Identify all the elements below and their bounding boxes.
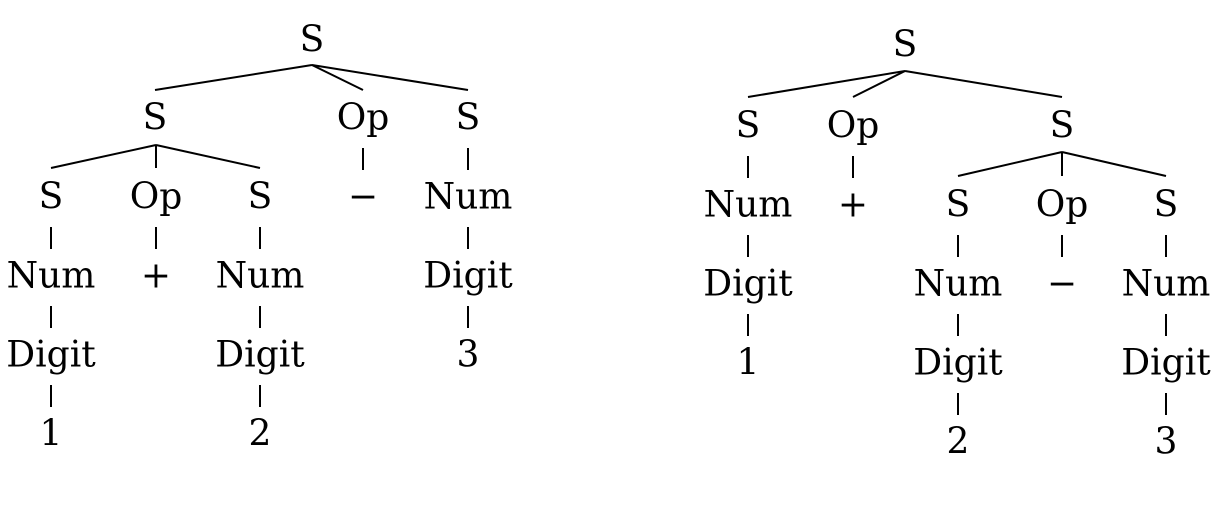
tree-node-digit: Digit <box>703 264 793 305</box>
tree-node-s: S <box>1050 106 1075 147</box>
tree-node-s: S <box>736 106 761 147</box>
tree-node-op: Op <box>337 98 390 139</box>
tree-node-num: Num <box>704 185 793 226</box>
tree-edge <box>155 144 261 169</box>
tree-node-2: 2 <box>249 414 272 455</box>
tree-node-digit: Digit <box>6 335 96 376</box>
tree-node-digit: Digit <box>1121 343 1211 384</box>
tree-edge <box>904 70 1063 98</box>
tree-node-s: S <box>143 98 168 139</box>
tree-node-op: Op <box>827 106 880 147</box>
tree-node-op: Op <box>130 177 183 218</box>
tree-node-digit: Digit <box>913 343 1003 384</box>
tree-node-s: S <box>248 177 273 218</box>
tree-node-minus: − <box>1047 264 1077 305</box>
tree-node-num: Num <box>424 177 513 218</box>
tree-node-s: S <box>893 25 918 66</box>
tree-node-s: S <box>1154 185 1179 226</box>
tree-node-s: S <box>946 185 971 226</box>
tree-node-s: S <box>456 98 481 139</box>
tree-node-3: 3 <box>1155 422 1178 463</box>
tree-edge <box>311 64 364 91</box>
tree-node-s: S <box>39 177 64 218</box>
tree-edge <box>154 64 313 91</box>
tree-node-num: Num <box>7 256 96 297</box>
tree-node-s: S <box>300 20 325 61</box>
tree-node-digit: Digit <box>215 335 305 376</box>
tree-node-1: 1 <box>40 414 63 455</box>
tree-node-plus: + <box>141 256 171 297</box>
tree-node-digit: Digit <box>423 256 513 297</box>
tree-node-num: Num <box>1122 264 1211 305</box>
tree-node-num: Num <box>216 256 305 297</box>
tree-node-num: Num <box>914 264 1003 305</box>
tree-node-2: 2 <box>947 422 970 463</box>
tree-edge <box>1061 151 1167 177</box>
tree-node-3: 3 <box>457 335 480 376</box>
tree-edge <box>311 64 469 91</box>
parse-tree-left: S S Op S S Op S − Num Num + Num Digit Digit Digit 3 1 2 <box>6 20 513 455</box>
tree-edge <box>747 70 906 98</box>
tree-node-1: 1 <box>737 343 760 384</box>
tree-edge <box>50 144 157 169</box>
tree-node-plus: + <box>838 185 868 226</box>
tree-edge <box>957 151 1063 177</box>
tree-node-minus: − <box>348 177 378 218</box>
parse-tree-right: S S Op S Num + S Op S Digit Num − Num 1 Digit Digit 2 3 <box>703 25 1211 463</box>
tree-edge <box>852 70 906 98</box>
tree-node-op: Op <box>1036 185 1089 226</box>
